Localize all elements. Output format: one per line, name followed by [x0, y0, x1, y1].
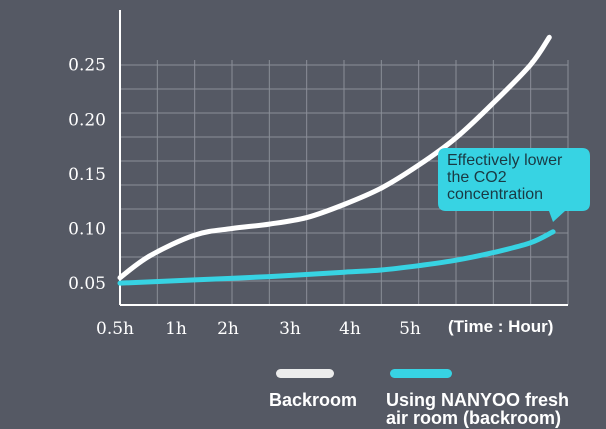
legend-label-nanyoo-line-1: Using NANYOO fresh	[386, 390, 569, 410]
callout-line-1: Effectively lower	[447, 152, 563, 169]
series-line-nanyoo	[117, 229, 556, 286]
x-tick-label: 0.5h	[96, 319, 134, 339]
legend-label-backroom: Backroom	[269, 390, 357, 410]
callout-line-2: the CO2	[447, 169, 507, 186]
x-tick-label: 5h	[399, 319, 421, 339]
x-tick-labels: 0.5h 1h 2h 3h 4h 5h	[96, 319, 421, 339]
y-tick-labels: 0.05 0.10 0.15 0.20 0.25	[68, 56, 106, 295]
legend-swatch-backroom	[276, 369, 334, 378]
legend-swatch-nanyoo	[390, 369, 452, 378]
y-tick-label: 0.05	[68, 274, 106, 294]
series-line-backroom	[117, 34, 552, 281]
x-tick-label: 2h	[217, 319, 239, 339]
legend-label-nanyoo-line-2: air room (backroom)	[386, 408, 561, 428]
y-tick-label: 0.15	[68, 165, 106, 185]
x-tick-label: 3h	[279, 319, 301, 339]
y-tick-label: 0.10	[68, 220, 106, 240]
x-tick-label: 4h	[339, 319, 361, 339]
y-tick-label: 0.20	[68, 110, 106, 130]
legend: Backroom Using NANYOO fresh air room (ba…	[269, 369, 569, 428]
x-tick-label: 1h	[165, 319, 187, 339]
callout-line-3: concentration	[447, 186, 543, 203]
callout: Effectively lower the CO2 concentration	[438, 148, 590, 222]
series	[117, 34, 556, 286]
axes	[119, 10, 568, 306]
x-unit-label: (Time : Hour)	[448, 317, 553, 336]
callout-box	[438, 148, 590, 222]
y-tick-label: 0.25	[68, 56, 106, 76]
